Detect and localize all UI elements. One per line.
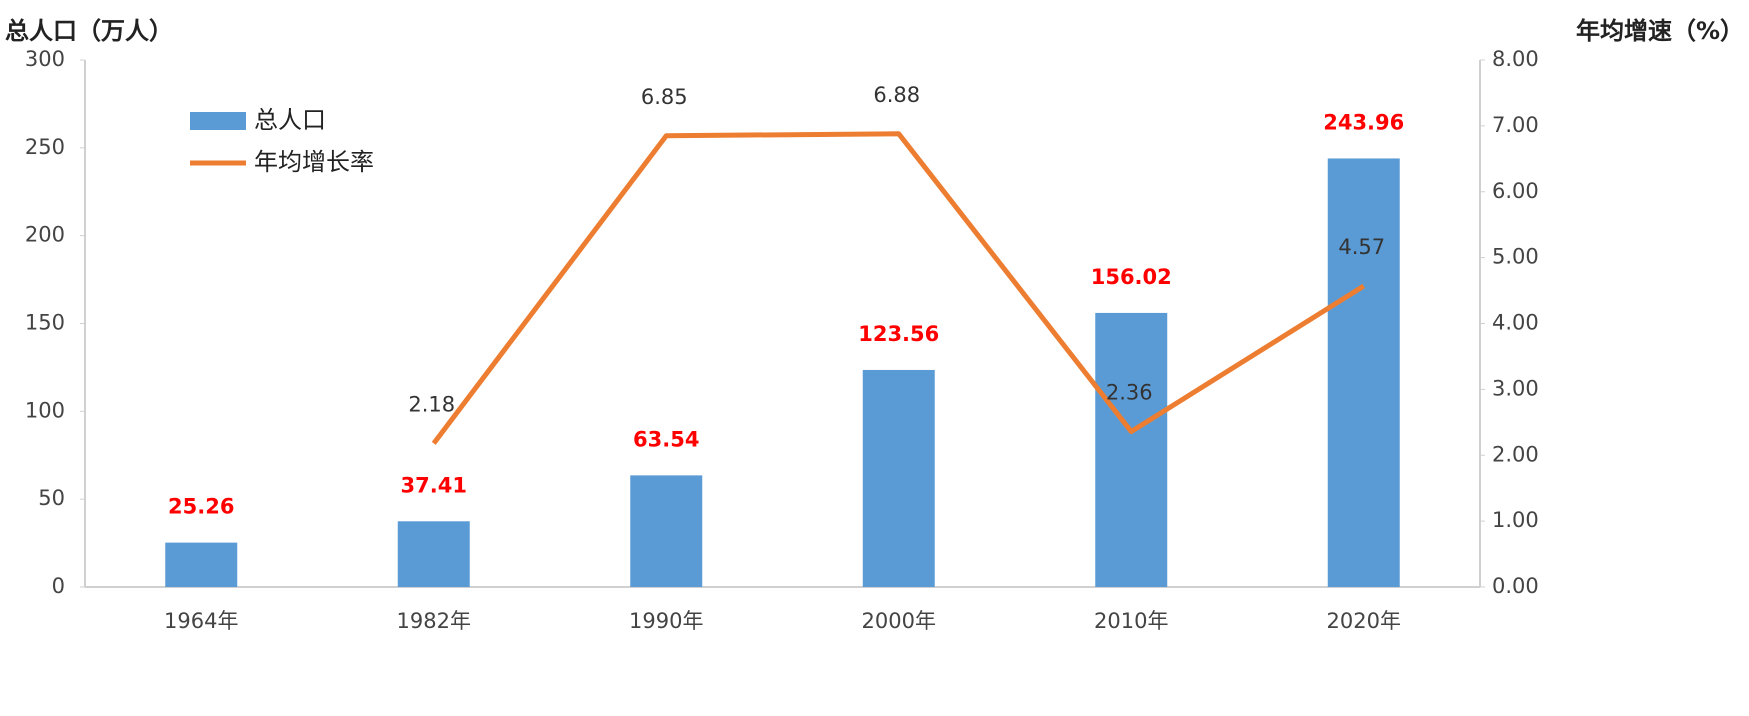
- legend-swatch: [190, 112, 246, 130]
- x-tick-label: 2020年: [1327, 609, 1401, 633]
- bar: [862, 369, 935, 587]
- bar-value-label: 123.56: [858, 322, 939, 346]
- x-tick-label: 1964年: [164, 609, 238, 633]
- y2-tick-label: 2.00: [1492, 442, 1539, 466]
- y-tick-label: 150: [25, 311, 65, 335]
- y2-tick-label: 4.00: [1492, 311, 1539, 335]
- bar-value-label: 25.26: [168, 495, 234, 519]
- y2-tick-label: 8.00: [1492, 47, 1539, 71]
- y-tick-label: 300: [25, 47, 65, 71]
- y-tick-label: 0: [52, 574, 65, 598]
- y-tick-label: 200: [25, 223, 65, 247]
- y2-tick-label: 5.00: [1492, 245, 1539, 269]
- line-value-label: 2.36: [1106, 381, 1153, 405]
- bar-value-label: 156.02: [1091, 265, 1172, 289]
- line-value-label: 2.18: [408, 392, 455, 416]
- line: [431, 131, 1366, 445]
- bar-value-label: 63.54: [633, 427, 699, 451]
- line-value-label: 4.57: [1338, 235, 1385, 259]
- x-tick-label: 1990年: [629, 609, 703, 633]
- y2-tick-label: 1.00: [1492, 508, 1539, 532]
- legend-label: 年均增长率: [254, 148, 374, 176]
- bar: [397, 521, 470, 587]
- y-tick-label: 100: [25, 398, 65, 422]
- x-tick-label: 2010年: [1094, 609, 1168, 633]
- bar: [630, 475, 703, 587]
- bar-value-label: 243.96: [1323, 110, 1404, 134]
- bar: [165, 542, 238, 587]
- y2-tick-label: 0.00: [1492, 574, 1539, 598]
- bar: [1095, 312, 1168, 587]
- y-tick-label: 250: [25, 135, 65, 159]
- bar-value-label: 37.41: [401, 473, 467, 497]
- legend-label: 总人口: [254, 106, 326, 134]
- y2-tick-label: 3.00: [1492, 376, 1539, 400]
- y-tick-label: 50: [38, 486, 65, 510]
- x-tick-label: 1982年: [397, 609, 471, 633]
- line-value-label: 6.85: [641, 85, 688, 109]
- y2-axis-title: 年均增速（%）: [1576, 17, 1744, 45]
- y2-tick-label: 6.00: [1492, 179, 1539, 203]
- bar: [1327, 158, 1400, 587]
- y-axis-title: 总人口（万人）: [5, 17, 173, 45]
- x-tick-label: 2000年: [862, 609, 936, 633]
- line-value-label: 6.88: [873, 83, 920, 107]
- y2-tick-label: 7.00: [1492, 113, 1539, 137]
